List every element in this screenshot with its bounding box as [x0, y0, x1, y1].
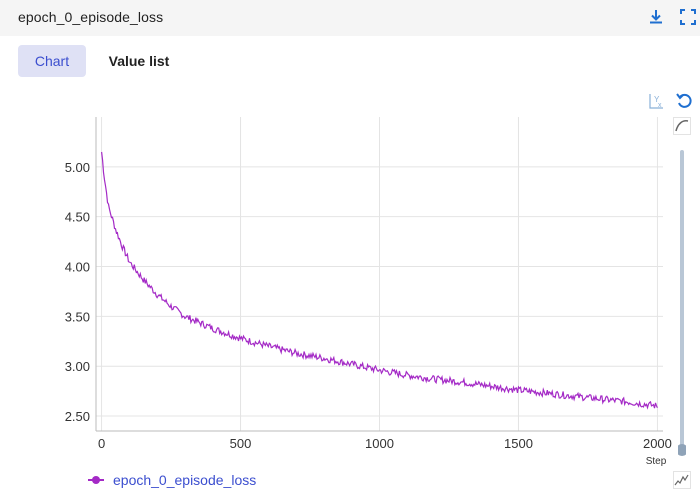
y-tick-label: 4.50 [65, 210, 90, 225]
legend-label: epoch_0_episode_loss [113, 472, 257, 488]
chart-grid [96, 117, 663, 431]
axis-reset-icon[interactable]: Y x [648, 93, 664, 109]
smoothing-curve-icon[interactable] [673, 117, 691, 135]
tab-value-list[interactable]: Value list [108, 53, 170, 69]
download-icon[interactable] [647, 8, 665, 26]
y-tick-label: 4.00 [65, 260, 90, 275]
x-axis-label: Step [646, 456, 667, 467]
x-tick-label: 1500 [504, 436, 533, 451]
slider-track [680, 150, 684, 450]
tab-chart[interactable]: Chart [18, 45, 86, 77]
smoothing-slider[interactable] [676, 150, 688, 456]
y-tick-label: 3.50 [65, 309, 90, 324]
fullscreen-icon[interactable] [679, 8, 697, 26]
x-tick-label: 0 [98, 436, 105, 451]
x-tick-label: 1000 [365, 436, 394, 451]
restore-icon[interactable] [675, 92, 693, 110]
raw-line-icon[interactable] [673, 471, 691, 489]
svg-text:x: x [658, 102, 662, 109]
chart-title: epoch_0_episode_loss [18, 9, 164, 25]
y-tick-label: 2.50 [65, 409, 90, 424]
x-tick-label: 2000 [643, 436, 672, 451]
legend-swatch-icon [88, 476, 104, 484]
chart-card-header: epoch_0_episode_loss [0, 0, 700, 36]
y-tick-label: 5.00 [65, 160, 90, 175]
svg-text:Y: Y [654, 95, 660, 104]
chart-series [101, 151, 658, 410]
x-tick-label: 500 [230, 436, 252, 451]
y-tick-label: 3.00 [65, 359, 90, 374]
chart-axes [95, 117, 663, 432]
slider-thumb[interactable] [676, 444, 688, 456]
series-line [101, 151, 658, 410]
chart-tick-labels: 0 500 1000 1500 2000 2.50 3.00 3.50 4.00 4.50 5.00 [65, 160, 672, 451]
